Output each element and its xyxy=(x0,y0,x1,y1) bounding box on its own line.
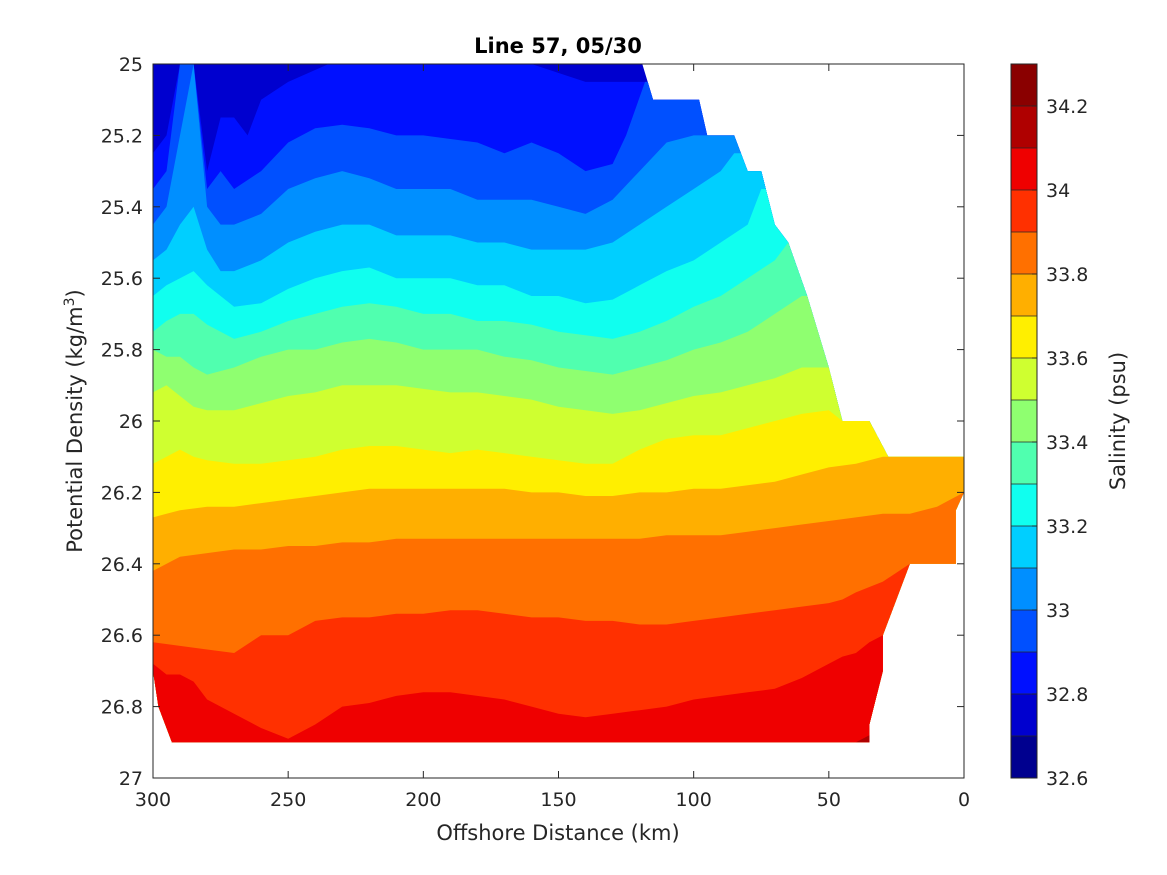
y-tick-label: 26.4 xyxy=(101,554,143,576)
x-axis-label: Offshore Distance (km) xyxy=(436,821,679,845)
x-axis: 300 250 200 150 100 50 0 xyxy=(135,64,970,811)
colorbar-swatch xyxy=(1011,652,1037,694)
colorbar-swatch xyxy=(1011,610,1037,652)
colorbar-swatch xyxy=(1011,190,1037,232)
y-tick-label: 25 xyxy=(119,54,143,76)
colorbar-tick-label: 32.6 xyxy=(1046,768,1088,790)
y-axis: 25 25.2 25.4 25.6 25.8 26 26.2 26.4 26.6 26.8 27 xyxy=(101,54,964,790)
colorbar-swatch xyxy=(1011,232,1037,274)
x-tick-label: 200 xyxy=(405,789,441,811)
colorbar-swatch xyxy=(1011,64,1037,106)
colorbar-swatch xyxy=(1011,316,1037,358)
colorbar-swatch xyxy=(1011,274,1037,316)
colorbar-swatch xyxy=(1011,568,1037,610)
colorbar-swatch xyxy=(1011,358,1037,400)
y-axis-label: Potential Density (kg/m3) xyxy=(62,289,87,553)
x-tick-label: 0 xyxy=(958,789,970,811)
y-tick-label: 27 xyxy=(119,768,143,790)
y-tick-label: 25.4 xyxy=(101,197,143,219)
colorbar-swatch xyxy=(1011,526,1037,568)
colorbar-tick-label: 34 xyxy=(1046,180,1070,202)
y-tick-label: 26.8 xyxy=(101,697,143,719)
colorbar-swatch xyxy=(1011,694,1037,736)
colorbar-swatch xyxy=(1011,484,1037,526)
x-tick-label: 150 xyxy=(540,789,576,811)
y-tick-label: 26 xyxy=(119,411,143,433)
colorbar xyxy=(1011,64,1037,778)
y-tick-label: 25.6 xyxy=(101,268,143,290)
y-tick-label: 25.2 xyxy=(101,125,143,147)
colorbar-frame xyxy=(1010,63,1038,779)
colorbar-tick-label: 33.4 xyxy=(1046,432,1088,454)
x-tick-label: 300 xyxy=(135,789,171,811)
x-tick-label: 100 xyxy=(676,789,712,811)
colorbar-tick-label: 33 xyxy=(1046,600,1070,622)
y-axis-label-sup: 3 xyxy=(62,297,78,306)
colorbar-tick-label: 33.8 xyxy=(1046,264,1088,286)
y-tick-label: 26.6 xyxy=(101,625,143,647)
y-axis-label-main: Potential Density (kg/m xyxy=(63,306,87,552)
colorbar-tick-label: 32.8 xyxy=(1046,684,1088,706)
colorbar-ticks: 32.6 32.8 33 33.2 33.4 33.6 33.8 34 34.2 xyxy=(1032,96,1088,790)
colorbar-swatch xyxy=(1011,442,1037,484)
colorbar-tick-label: 33.6 xyxy=(1046,348,1088,370)
colorbar-swatch xyxy=(1011,400,1037,442)
colorbar-tick-label: 34.2 xyxy=(1046,96,1088,118)
chart-title: Line 57, 05/30 xyxy=(474,34,642,58)
colorbar-swatch xyxy=(1011,736,1037,778)
y-axis-label-close: ) xyxy=(63,289,87,297)
x-tick-label: 250 xyxy=(270,789,306,811)
colorbar-tick-label: 33.2 xyxy=(1046,516,1088,538)
colorbar-swatch xyxy=(1011,148,1037,190)
y-tick-label: 25.8 xyxy=(101,340,143,362)
y-tick-label: 26.2 xyxy=(101,482,143,504)
x-tick-label: 50 xyxy=(817,789,841,811)
colorbar-label: Salinity (psu) xyxy=(1106,352,1130,490)
colorbar-swatch xyxy=(1011,106,1037,148)
